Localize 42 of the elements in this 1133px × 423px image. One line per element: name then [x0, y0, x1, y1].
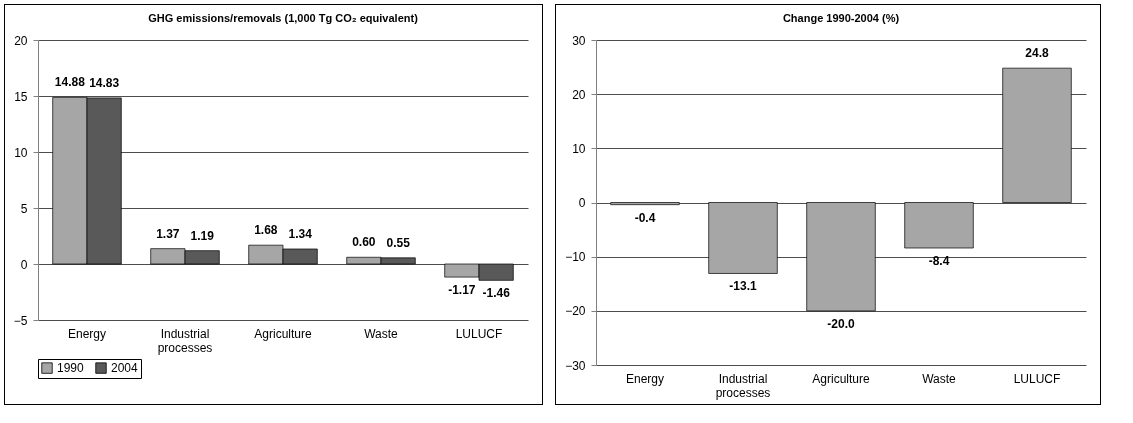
x-tick-label: Waste: [364, 326, 399, 341]
x-tick-label: LULUCF: [1013, 371, 1061, 386]
data-label: 14.83: [89, 75, 120, 90]
x-tick-label: Energy: [625, 371, 665, 386]
y-tick-label: 10: [14, 145, 28, 160]
data-label: 24.8: [1025, 46, 1049, 61]
data-label: 0.60: [352, 235, 376, 250]
y-tick-label: 10: [572, 141, 586, 156]
y-tick-label: 0: [20, 257, 28, 272]
legend-label: 2004: [111, 361, 139, 376]
data-label: -1.17: [448, 283, 476, 298]
data-label: 1.19: [190, 228, 215, 243]
y-tick-label: 15: [14, 89, 28, 104]
x-tick-label: Energy: [67, 326, 107, 341]
data-label: -8.4: [928, 254, 950, 268]
y-tick-label: −5: [13, 313, 28, 328]
y-tick-label: 30: [572, 33, 586, 48]
x-tick-label: Agriculture: [254, 326, 312, 341]
data-label: -0.4: [634, 210, 656, 225]
data-label: 1.34: [288, 226, 313, 241]
x-tick-label: LULUCF: [455, 326, 503, 341]
y-tick-label: −30: [565, 358, 586, 373]
x-tick-label: Agriculture: [812, 371, 870, 386]
chart-title: GHG emissions/removals (1,000 Tg CO₂ equivalent): [148, 12, 419, 24]
data-label: -13.1: [729, 279, 757, 294]
data-label: -1.46: [482, 286, 511, 301]
y-tick-label: −20: [565, 304, 586, 319]
chart-title: Change 1990-2004 (%): [782, 12, 900, 24]
data-label: -20.0: [827, 316, 855, 331]
data-label: 14.88: [54, 75, 86, 90]
x-tick-label: Industrial processes: [715, 371, 771, 400]
x-tick-label: Waste: [922, 371, 957, 386]
data-label: 1.68: [254, 223, 278, 238]
data-label: 0.55: [386, 235, 411, 250]
y-tick-label: 20: [14, 33, 28, 48]
x-tick-label: Industrial processes: [157, 326, 213, 355]
legend-label: 1990: [57, 361, 85, 376]
y-tick-label: −10: [565, 250, 586, 265]
data-label: 1.37: [156, 226, 180, 241]
y-tick-label: 0: [578, 196, 586, 210]
y-tick-label: 20: [572, 87, 586, 102]
y-tick-label: 5: [20, 201, 28, 216]
